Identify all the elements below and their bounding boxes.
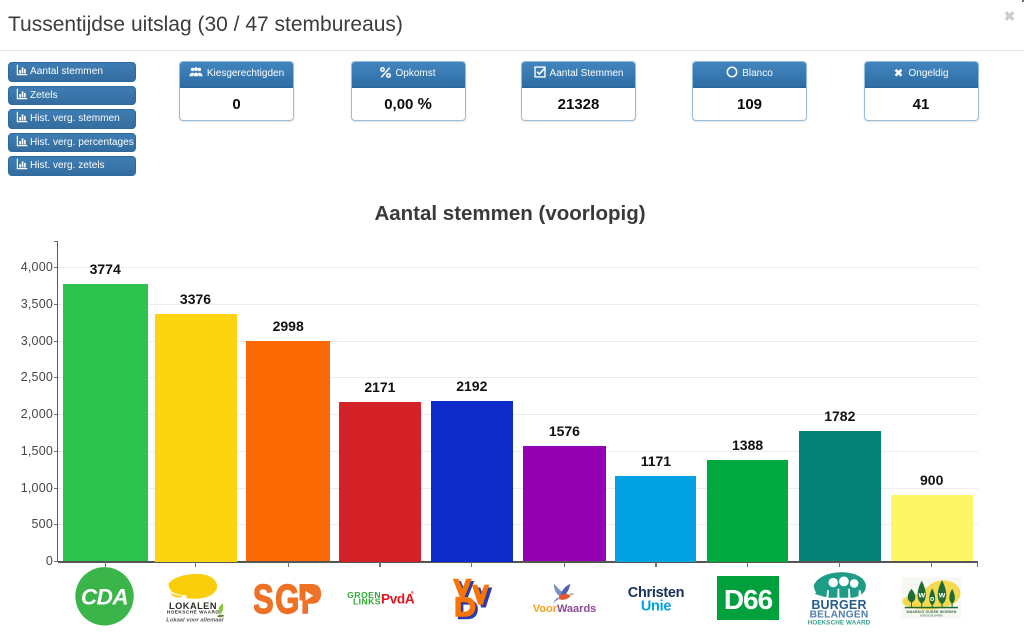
svg-text:CDA: CDA — [81, 585, 128, 610]
svg-text:Lokaal voor allemaal: Lokaal voor allemaal — [166, 618, 223, 624]
svg-text:Christen: Christen — [628, 585, 684, 601]
svg-text:VoorWaards: VoorWaards — [533, 603, 597, 615]
svg-text:GROEN: GROEN — [347, 590, 381, 600]
svg-text:HOEKSCHE WAARD: HOEKSCHE WAARD — [167, 610, 220, 615]
svg-text:®: ® — [411, 591, 415, 596]
svg-text:BELANGEN: BELANGEN — [810, 609, 869, 620]
svg-text:w: w — [938, 589, 946, 599]
svg-text:PvdA: PvdA — [381, 592, 415, 607]
svg-text:o: o — [930, 596, 934, 603]
svg-text:HOEKSCHE WAARD: HOEKSCHE WAARD — [920, 614, 943, 617]
svg-text:BURGER: BURGER — [811, 598, 866, 612]
svg-text:Unie: Unie — [641, 599, 671, 615]
svg-text:HOEKSCHE WAARD: HOEKSCHE WAARD — [808, 619, 870, 626]
svg-text:WAARDIG OUDER WORDEN: WAARDIG OUDER WORDEN — [907, 610, 957, 614]
svg-text:w: w — [917, 589, 925, 599]
svg-text:LOKALEN: LOKALEN — [169, 601, 217, 611]
svg-text:D66: D66 — [724, 584, 773, 615]
svg-text:LINKS: LINKS — [353, 597, 381, 607]
